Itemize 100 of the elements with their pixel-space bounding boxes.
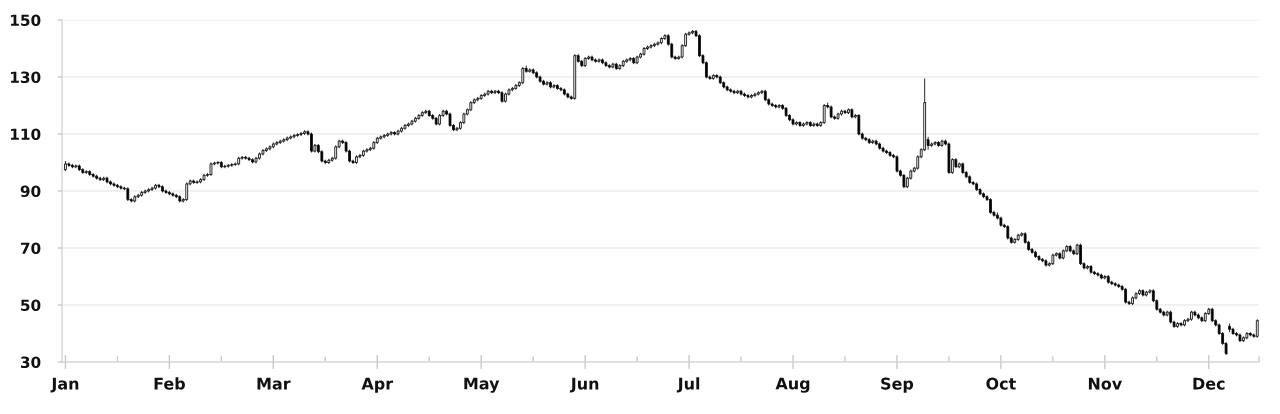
- candlestick: [1168, 310, 1173, 324]
- candlestick: [257, 152, 262, 161]
- candlestick: [288, 135, 293, 140]
- candlestick: [998, 216, 1003, 228]
- candlestick: [610, 62, 615, 69]
- candlestick: [396, 129, 401, 136]
- candlestick: [167, 190, 172, 196]
- candlestick: [66, 162, 71, 168]
- candlestick: [1227, 323, 1232, 333]
- candlestick: [863, 136, 868, 142]
- candlestick: [226, 163, 231, 169]
- candlestick: [1088, 264, 1093, 275]
- candlestick: [1037, 254, 1041, 262]
- candlestick: [198, 177, 203, 184]
- x-tick-label: Mar: [257, 377, 291, 390]
- y-tick-label: 70: [20, 242, 41, 255]
- candlestick: [295, 132, 300, 138]
- candlestick: [874, 139, 879, 146]
- candlestick: [84, 169, 89, 175]
- candlestick: [1203, 311, 1208, 323]
- candlestick: [403, 123, 407, 131]
- candlestick: [867, 137, 872, 145]
- candlestick: [157, 183, 161, 189]
- candlestick: [281, 137, 286, 143]
- candlestick: [125, 186, 130, 202]
- candlestick: [1116, 283, 1121, 289]
- candlestick: [399, 126, 404, 133]
- candlestick: [545, 80, 550, 86]
- candlestick: [756, 90, 761, 96]
- candlestick: [659, 36, 664, 45]
- candlestick: [1085, 264, 1090, 270]
- candlestick: [513, 83, 518, 91]
- candlestick: [243, 155, 248, 161]
- candlestick: [1140, 288, 1145, 297]
- candlestick: [531, 68, 536, 75]
- candlestick: [222, 164, 227, 169]
- candlestick: [91, 172, 96, 179]
- candlestick: [302, 129, 307, 136]
- candlestick: [1144, 290, 1149, 297]
- candlestick: [510, 86, 515, 92]
- candlestick: [617, 63, 622, 71]
- candlestick: [371, 140, 376, 151]
- candlestick: [600, 58, 605, 65]
- candlestick: [1196, 313, 1201, 320]
- candlestick: [437, 113, 442, 126]
- candlestick: [191, 179, 196, 185]
- y-tick-label: 110: [11, 128, 41, 141]
- candlestick: [486, 89, 491, 96]
- candlestick: [801, 122, 806, 128]
- candlestick: [271, 142, 276, 149]
- candlestick: [520, 66, 525, 85]
- candlestick: [115, 183, 120, 189]
- candlestick: [1244, 331, 1249, 340]
- candlestick: [70, 163, 75, 169]
- candlestick: [163, 189, 168, 195]
- candlestick: [1050, 253, 1055, 266]
- candlestick: [1068, 244, 1073, 253]
- candlestick: [590, 55, 595, 62]
- candlestick: [1137, 288, 1142, 296]
- candlestick: [822, 103, 827, 125]
- candlestick: [829, 105, 834, 119]
- candlestick: [177, 194, 182, 203]
- candlestick: [597, 58, 601, 64]
- y-tick-label: 90: [20, 185, 41, 198]
- candlestick: [1123, 287, 1128, 304]
- candlestick: [1179, 321, 1184, 327]
- y-tick-label: 30: [20, 356, 41, 369]
- candlestick: [770, 102, 775, 108]
- candlestick: [960, 162, 965, 175]
- candlestick: [1241, 335, 1246, 343]
- candlestick: [139, 190, 144, 198]
- candlestick: [555, 83, 560, 91]
- candlestick: [160, 184, 165, 193]
- candlestick: [87, 169, 92, 177]
- candlestick: [326, 158, 331, 165]
- y-tick-label: 150: [11, 14, 41, 27]
- candlestick: [416, 113, 421, 121]
- candlestick: [940, 139, 944, 148]
- candlestick: [784, 106, 789, 118]
- candlestick: [1102, 274, 1107, 280]
- candlestick: [901, 173, 906, 189]
- candlestick: [621, 59, 626, 68]
- candlestick: [1130, 296, 1135, 306]
- candlestick: [385, 132, 390, 138]
- candlestick: [1005, 224, 1010, 240]
- candlestick: [628, 56, 633, 62]
- candlestick: [105, 176, 110, 184]
- candlestick: [690, 29, 695, 35]
- candlestick: [468, 100, 473, 112]
- candlestick: [1040, 257, 1045, 263]
- candlestick: [260, 148, 265, 156]
- x-tick-label: Oct: [986, 377, 1016, 390]
- candlestick: [143, 189, 148, 195]
- candlestick: [1016, 233, 1021, 242]
- candlestick: [655, 40, 660, 47]
- candlestick: [846, 107, 851, 115]
- candlestick: [815, 122, 820, 128]
- candlestick: [274, 140, 279, 146]
- candlestick: [538, 75, 543, 84]
- candlestick: [725, 85, 730, 92]
